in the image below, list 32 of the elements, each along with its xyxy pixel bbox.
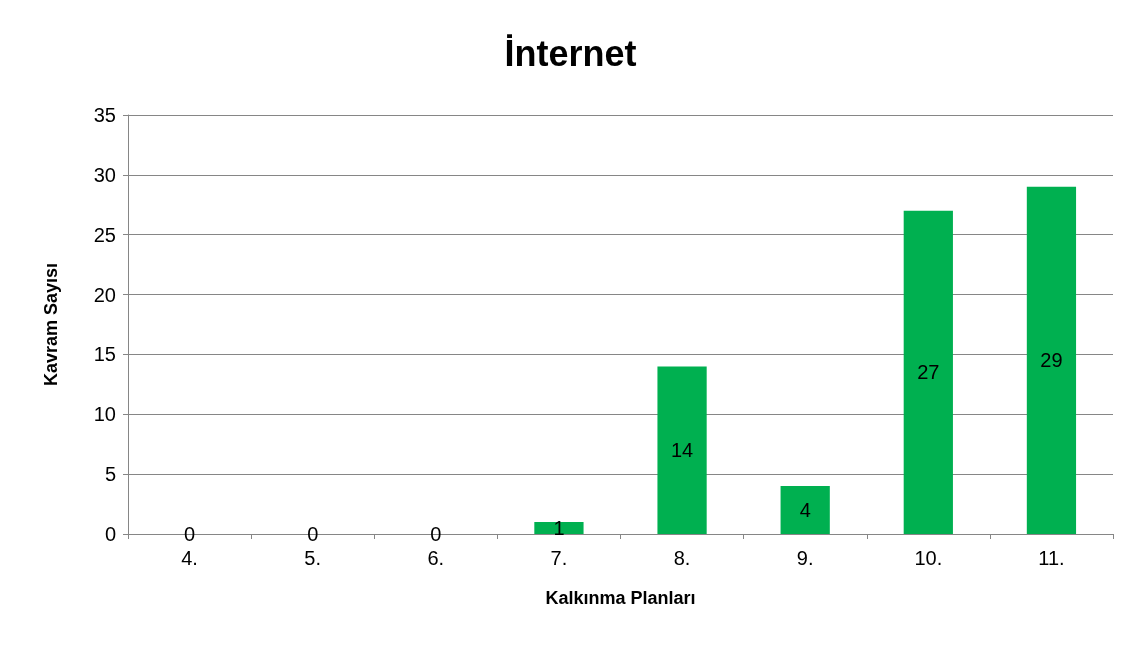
x-axis-title: Kalkınma Planları — [545, 588, 696, 608]
data-label: 0 — [184, 523, 196, 545]
y-axis-title: Kavram Sayısı — [41, 262, 61, 387]
y-tick-label: 25 — [93, 223, 116, 246]
data-label: 0 — [430, 523, 442, 545]
y-tick-label: 10 — [93, 403, 116, 426]
bar — [534, 522, 584, 534]
x-tick-label: 6. — [427, 547, 445, 569]
bar — [657, 366, 707, 534]
bar — [780, 486, 830, 534]
bar — [903, 210, 953, 534]
x-tick-label: 8. — [673, 547, 691, 569]
data-label: 14 — [670, 439, 694, 462]
x-tick-label: 4. — [181, 547, 198, 569]
data-label: 0 — [307, 523, 319, 545]
x-tick-label: 5. — [304, 547, 322, 569]
data-label: 4 — [799, 499, 811, 522]
y-tick-label: 30 — [93, 163, 116, 186]
y-tick-label: 20 — [93, 283, 116, 306]
data-label: 1 — [553, 517, 565, 540]
chart-title: İnternet — [504, 32, 637, 74]
x-tick-label: 10. — [914, 547, 943, 569]
data-label: 27 — [917, 361, 940, 384]
y-tick-label: 15 — [93, 343, 116, 366]
x-tick-label: 7. — [550, 547, 568, 569]
data-label: 29 — [1040, 349, 1063, 372]
x-tick-label: 11. — [1038, 547, 1065, 569]
y-tick-label: 35 — [93, 104, 116, 126]
x-tick-label: 9. — [796, 547, 814, 569]
y-tick-label: 5 — [104, 463, 116, 486]
bar — [1026, 186, 1077, 534]
y-tick-label: 0 — [104, 523, 116, 545]
